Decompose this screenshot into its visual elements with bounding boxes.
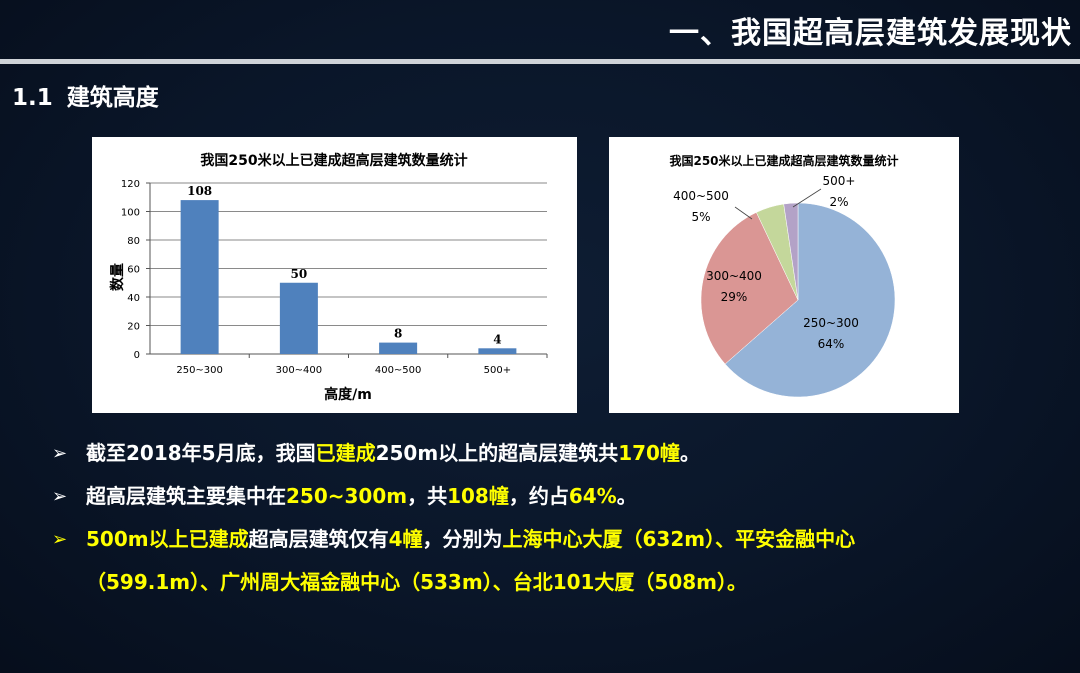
bullet-highlight: 4幢	[388, 527, 423, 551]
section-number: 1.1	[12, 85, 53, 111]
bullet-item-3-continuation: （599.1m）、广州周大福金融中心（533m）、台北101大厦（508m）。	[86, 570, 748, 594]
chart-title: 我国250米以上已建成超高层建筑数量统计	[200, 152, 467, 169]
arrow-bullet-icon: ➢	[52, 529, 68, 550]
bullet-segment: 超高层建筑主要集中在	[86, 484, 286, 508]
y-tick-label: 20	[127, 322, 140, 333]
bullet-text-3: 500m以上已建成超高层建筑仅有4幢，分别为上海中心大厦（632m）、平安金融中…	[86, 527, 855, 551]
bullet-highlight: 108幢	[447, 484, 509, 508]
data-label: 50	[291, 267, 308, 281]
y-tick-label: 80	[127, 236, 140, 247]
bullet-highlight: 已建成	[315, 441, 376, 465]
bullet-highlight: 250~300m	[286, 484, 408, 508]
bullet-segment: ，共	[407, 484, 448, 508]
arrow-bullet-icon: ➢	[52, 443, 68, 464]
bullet-segment: ，分别为	[422, 527, 503, 551]
x-tick-label: 400~500	[375, 365, 422, 376]
bullet-segment: 。	[616, 484, 637, 508]
bullet-highlight: 上海中心大厦（632m）、平安金融中心	[502, 527, 856, 551]
y-tick-label: 100	[121, 208, 140, 219]
bar-chart-panel: 我国250米以上已建成超高层建筑数量统计 0 20 40 60 80 100 120 108 25…	[92, 137, 577, 413]
title-divider	[0, 59, 1080, 64]
bullet-item-1: ➢ 截至2018年5月底，我国已建成250m以上的超高层建筑共170幢。	[52, 432, 1052, 475]
bullet-highlight: 500m以上已建成	[86, 527, 249, 551]
bullet-segment: ，约占	[508, 484, 569, 508]
data-label: 4	[493, 332, 501, 346]
slide-title: 一、我国超高层建筑发展现状	[669, 16, 1072, 51]
slice-label: 300~400	[706, 269, 762, 283]
x-axis-label: 高度/m	[324, 386, 372, 403]
slice-percent: 64%	[818, 337, 845, 351]
bar-chart: 我国250米以上已建成超高层建筑数量统计 0 20 40 60 80 100 120 108 25…	[109, 152, 548, 403]
bullet-item-3: ➢ 500m以上已建成超高层建筑仅有4幢，分别为上海中心大厦（632m）、平安金…	[52, 518, 1052, 561]
slice-percent: 5%	[691, 210, 710, 224]
pie-slice	[700, 212, 799, 365]
y-tick-label: 0	[134, 350, 140, 361]
slice-label: 500+	[823, 174, 856, 188]
slice-label: 250~300	[803, 316, 859, 330]
y-tick-label: 40	[127, 293, 140, 304]
bullet-segment: 截至2018年5月底，我国	[86, 441, 316, 465]
bar	[478, 348, 517, 354]
bullet-list: ➢ 截至2018年5月底，我国已建成250m以上的超高层建筑共170幢。 ➢ 超…	[52, 432, 1052, 604]
bullet-segment: 250m以上的超高层建筑共	[375, 441, 619, 465]
section-heading: 1.1 建筑高度	[12, 78, 159, 112]
bullet-text-2: 超高层建筑主要集中在250~300m，共108幢，约占64%。	[86, 484, 637, 508]
pie-chart-panel: 我国250米以上已建成超高层建筑数量统计 250~300 64% 300~400 29%…	[609, 137, 959, 413]
bullet-segment: 。	[679, 441, 700, 465]
bar	[379, 342, 418, 354]
data-label: 108	[187, 184, 212, 198]
y-tick-label: 120	[121, 179, 140, 190]
bullet-item-2: ➢ 超高层建筑主要集中在250~300m，共108幢，约占64%。	[52, 475, 1052, 518]
leader-line	[792, 188, 822, 208]
bullet-highlight: 170幢	[618, 441, 680, 465]
leader-line	[734, 206, 753, 220]
chart-title: 我国250米以上已建成超高层建筑数量统计	[669, 153, 898, 168]
slice-percent: 2%	[829, 195, 848, 209]
x-tick-label: 250~300	[176, 365, 223, 376]
slice-label: 400~500	[673, 189, 729, 203]
data-label: 8	[394, 327, 402, 341]
x-tick-label: 500+	[484, 365, 511, 376]
pie-chart: 我国250米以上已建成超高层建筑数量统计 250~300 64% 300~400 29%…	[669, 153, 899, 398]
slice-percent: 29%	[721, 290, 748, 304]
bullet-text-1: 截至2018年5月底，我国已建成250m以上的超高层建筑共170幢。	[86, 441, 700, 465]
y-tick-label: 60	[127, 265, 140, 276]
bullet-highlight: 64%	[568, 484, 617, 508]
bar	[279, 282, 318, 354]
x-tick-label: 300~400	[276, 365, 323, 376]
pie-slice	[724, 202, 896, 398]
bullet-segment: 超高层建筑仅有	[248, 527, 389, 551]
pie-slice	[783, 202, 799, 301]
bar	[180, 200, 219, 354]
y-axis-label: 数量	[109, 263, 126, 291]
arrow-bullet-icon: ➢	[52, 486, 68, 507]
section-title: 建筑高度	[66, 85, 159, 111]
